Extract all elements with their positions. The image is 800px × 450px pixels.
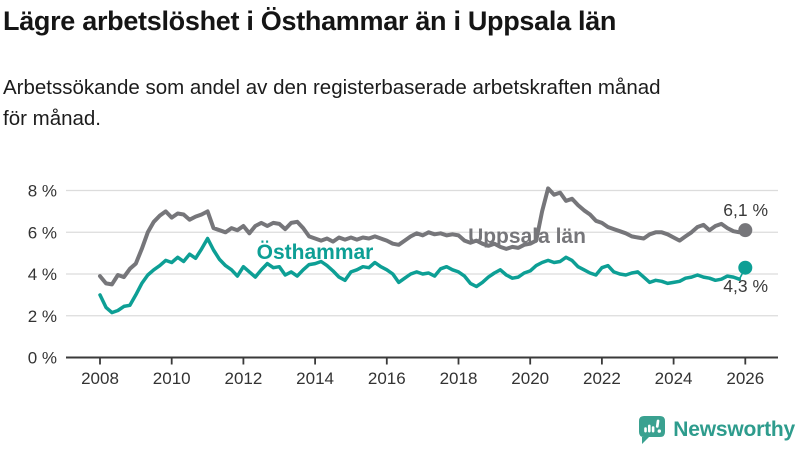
x-tick-label-2008: 2008 xyxy=(81,369,119,388)
bar-small xyxy=(644,427,648,433)
series-label-osthammar: Östhammar xyxy=(257,241,374,264)
series-line-uppsala-lan xyxy=(98,186,748,287)
newsworthy-logo-text: Newsworthy xyxy=(673,417,795,441)
x-tick-label-2022: 2022 xyxy=(583,369,621,388)
exclamation-stem xyxy=(656,419,660,428)
series-line-osthammar xyxy=(98,236,742,315)
x-tick-label-2012: 2012 xyxy=(224,369,262,388)
newsworthy-logo-icon xyxy=(639,416,666,444)
y-tick-label-8: 8 % xyxy=(28,182,57,201)
chart-title: Lägre arbetslöshet i Östhammar än i Upps… xyxy=(3,6,617,36)
x-tick-label-2010: 2010 xyxy=(153,369,191,388)
latest-value-dot-uppsala-lan xyxy=(738,223,753,238)
y-tick-label-2: 2 % xyxy=(28,307,57,326)
x-tick-label-2026: 2026 xyxy=(726,369,764,388)
x-tick-label-2020: 2020 xyxy=(511,369,549,388)
newsworthy-logo: Newsworthy xyxy=(637,414,795,445)
y-tick-label-4: 4 % xyxy=(28,265,57,284)
x-tick-label-2018: 2018 xyxy=(440,369,478,388)
y-tick-label-0: 0 % xyxy=(28,349,57,368)
x-tick-label-2024: 2024 xyxy=(655,369,693,388)
x-tick-label-2014: 2014 xyxy=(296,369,334,388)
series-label-uppsala-lan: Uppsala län xyxy=(468,225,586,248)
bar-medium xyxy=(648,424,651,433)
latest-value-dot-osthammar xyxy=(738,260,753,275)
y-tick-label-6: 6 % xyxy=(28,223,57,242)
x-tick-label-2016: 2016 xyxy=(368,369,406,388)
end-value-label-uppsala-lan: 6,1 % xyxy=(723,200,768,220)
chart-subtitle: Arbetssökande som andel av den registerb… xyxy=(3,72,795,134)
chart-subtitle-line1: Arbetssökande som andel av den registerb… xyxy=(3,76,661,99)
bar-tall xyxy=(652,426,655,433)
end-value-label-osthammar: 4,3 % xyxy=(723,276,768,296)
exclamation-dot xyxy=(657,429,662,433)
chart-subtitle-line2: för månad. xyxy=(3,107,101,130)
